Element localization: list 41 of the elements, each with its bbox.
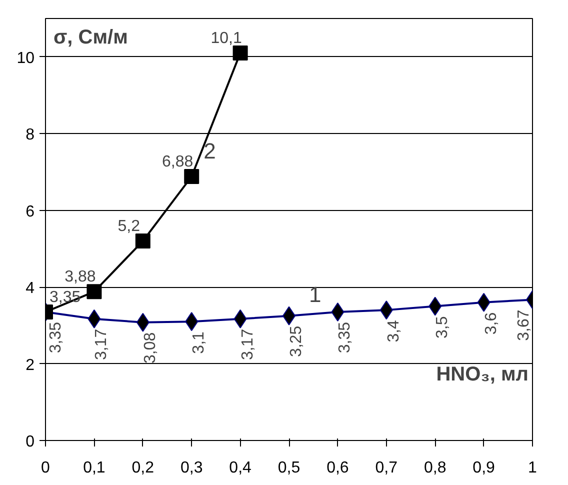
x-tick-label: 0,5 [278,460,300,476]
x-axis-title: HNO₃, мл [436,364,529,386]
x-tick-label: 0,9 [472,460,496,476]
data-label: 3,08 [142,332,159,364]
x-tick-label: 0,3 [180,460,203,476]
y-axis-title: σ, См/м [54,26,128,48]
x-tick-label: 0,1 [83,460,106,476]
x-tick-label: 0,2 [132,460,154,476]
data-label: 3,35 [50,288,81,306]
x-tick-label: 0,7 [375,460,398,476]
data-label: 3,88 [64,268,96,286]
data-label: 3,6 [482,312,500,335]
series-label: 1 [309,282,322,307]
data-label: 3,35 [48,322,64,354]
data-label: 3,35 [336,322,354,354]
data-label: 3,1 [190,331,208,354]
data-label: 3,17 [93,328,110,360]
point [184,169,200,184]
data-label: 10,1 [210,30,242,48]
y-tick-label: 8 [26,126,35,144]
data-label: 6,88 [162,154,194,171]
point [232,46,248,61]
x-tick-label: 0,6 [326,460,349,476]
y-tick-label: 2 [26,356,35,374]
x-tick-label: 1 [528,460,538,476]
x-tick-label: 0 [41,460,50,476]
point [135,234,150,249]
series-label: 2 [204,138,216,164]
data-label: 3,4 [385,320,402,342]
x-tick-label: 0,8 [424,460,446,476]
data-label: 3,67 [516,310,532,341]
y-tick-label: 6 [26,203,35,220]
data-label: 3,25 [288,326,305,357]
y-tick-label: 10 [16,50,35,67]
y-tick-label: 0 [26,434,35,450]
data-label: 5,2 [118,218,140,236]
x-tick-label: 0,4 [229,460,252,476]
data-label: 3,5 [434,316,452,338]
data-label: 3,17 [239,328,256,360]
point [86,284,102,300]
y-tick-label: 4 [26,280,35,298]
